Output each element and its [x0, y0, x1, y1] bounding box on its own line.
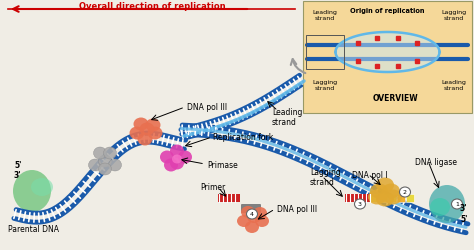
Ellipse shape — [146, 119, 161, 132]
Ellipse shape — [245, 221, 259, 233]
Bar — [306, 36, 344, 70]
Ellipse shape — [170, 157, 184, 170]
Text: Lagging
strand: Lagging strand — [312, 80, 337, 90]
Ellipse shape — [164, 159, 178, 172]
Ellipse shape — [129, 127, 145, 140]
Text: 5': 5' — [460, 215, 467, 224]
Ellipse shape — [237, 215, 251, 227]
Ellipse shape — [368, 190, 386, 205]
Ellipse shape — [31, 178, 53, 196]
Bar — [379, 194, 387, 202]
Ellipse shape — [241, 206, 255, 218]
Text: Primase: Primase — [207, 160, 238, 169]
Bar — [218, 194, 240, 202]
Text: Overall direction of replication: Overall direction of replication — [79, 2, 225, 11]
Ellipse shape — [147, 127, 163, 140]
Text: Parental DNA: Parental DNA — [8, 224, 59, 233]
Text: 3': 3' — [460, 204, 468, 213]
Ellipse shape — [139, 123, 155, 136]
Text: Replication fork: Replication fork — [213, 132, 273, 141]
Ellipse shape — [382, 184, 400, 199]
Text: Lagging
strand: Lagging strand — [310, 167, 341, 187]
Text: DNA pol III: DNA pol III — [187, 102, 227, 112]
Ellipse shape — [430, 198, 450, 216]
Ellipse shape — [137, 133, 153, 146]
Text: DNA pol III: DNA pol III — [277, 204, 317, 213]
Text: Leading
strand: Leading strand — [312, 10, 337, 21]
Text: Origin of replication: Origin of replication — [350, 8, 425, 14]
FancyBboxPatch shape — [241, 204, 261, 213]
Ellipse shape — [170, 145, 184, 158]
Ellipse shape — [370, 184, 388, 199]
Ellipse shape — [452, 199, 463, 209]
Ellipse shape — [134, 118, 148, 131]
Text: DNA ligase: DNA ligase — [415, 157, 457, 166]
Text: 5': 5' — [14, 160, 21, 169]
Bar — [370, 194, 378, 202]
Ellipse shape — [13, 170, 51, 212]
Ellipse shape — [172, 155, 182, 164]
Ellipse shape — [376, 192, 394, 207]
Ellipse shape — [247, 211, 261, 223]
Bar — [406, 194, 414, 202]
Ellipse shape — [99, 163, 111, 175]
Ellipse shape — [99, 156, 111, 167]
Text: Lagging
strand: Lagging strand — [441, 10, 466, 21]
Ellipse shape — [103, 148, 117, 159]
Text: Primer: Primer — [200, 182, 225, 191]
Ellipse shape — [384, 190, 402, 205]
Ellipse shape — [109, 159, 121, 171]
Bar — [388, 194, 396, 202]
Ellipse shape — [355, 199, 365, 209]
Ellipse shape — [246, 209, 257, 219]
Ellipse shape — [160, 151, 174, 164]
Bar — [345, 194, 373, 202]
Text: 3: 3 — [358, 202, 362, 207]
Polygon shape — [336, 33, 439, 73]
Text: 1: 1 — [455, 202, 459, 207]
Bar — [397, 194, 405, 202]
Text: Leading
strand: Leading strand — [272, 108, 302, 127]
Bar — [303, 2, 472, 114]
Text: DNA pol I: DNA pol I — [352, 170, 388, 179]
Ellipse shape — [178, 151, 192, 164]
Text: 3': 3' — [14, 170, 22, 179]
Ellipse shape — [376, 178, 394, 193]
Text: 2: 2 — [403, 190, 407, 195]
Text: OVERVIEW: OVERVIEW — [373, 94, 419, 102]
Ellipse shape — [253, 207, 267, 219]
Ellipse shape — [255, 215, 269, 227]
Text: Leading
strand: Leading strand — [442, 80, 466, 90]
Ellipse shape — [400, 187, 410, 197]
Ellipse shape — [93, 148, 107, 159]
Text: 4: 4 — [250, 212, 254, 217]
Ellipse shape — [429, 185, 465, 223]
Ellipse shape — [89, 159, 101, 171]
